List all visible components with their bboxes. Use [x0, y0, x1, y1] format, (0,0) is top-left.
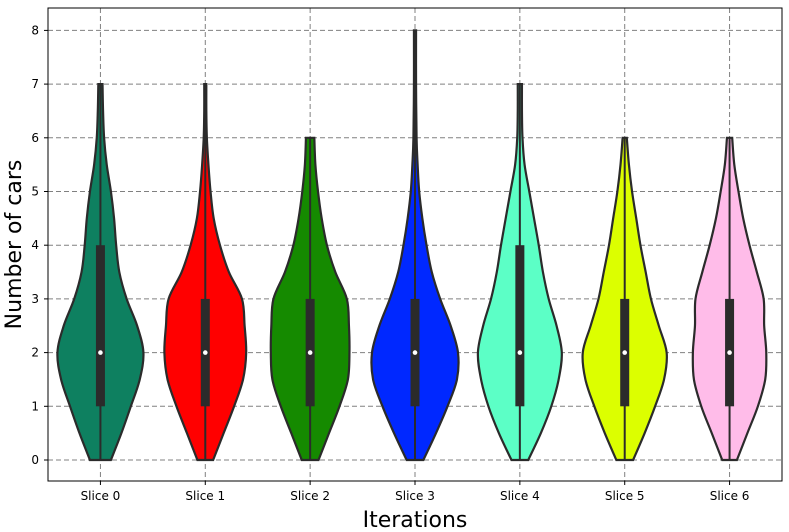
- violin-iqr-box-0: [95, 245, 105, 407]
- y-tick-label-5: 5: [31, 185, 39, 199]
- y-tick-label-6: 6: [31, 131, 39, 145]
- x-tick-label-3: Slice 3: [395, 489, 435, 503]
- x-tick-label-6: Slice 6: [710, 489, 750, 503]
- violins: [56, 29, 768, 462]
- violin-3: [370, 29, 460, 462]
- x-axis-ticks: Slice 0 Slice 1 Slice 2 Slice 3 Slice 4 Slice…: [81, 481, 750, 503]
- violin-median-6: [727, 350, 732, 355]
- y-tick-label-2: 2: [31, 346, 39, 360]
- x-tick-label-5: Slice 5: [605, 489, 645, 503]
- violin-median-5: [622, 350, 628, 355]
- y-tick-label-7: 7: [31, 77, 39, 91]
- violin-median-0: [98, 350, 103, 355]
- y-tick-label-8: 8: [31, 23, 39, 37]
- x-tick-label-1: Slice 1: [185, 489, 225, 503]
- y-tick-label-0: 0: [31, 453, 39, 467]
- violin-4: [476, 83, 563, 462]
- violin-5: [581, 136, 668, 462]
- x-axis-title: Iterations: [363, 508, 468, 532]
- y-tick-label-1: 1: [31, 399, 39, 413]
- x-tick-label-0: Slice 0: [81, 489, 121, 503]
- violin-median-1: [202, 350, 208, 355]
- y-tick-label-4: 4: [31, 238, 39, 252]
- violin-median-4: [517, 350, 523, 355]
- violin-6: [691, 136, 768, 462]
- x-tick-label-2: Slice 2: [290, 489, 330, 503]
- violin-2: [269, 136, 351, 462]
- y-axis-ticks: 0 1 2 3 4 5 6 7 8: [31, 23, 48, 467]
- violin-median-3: [412, 350, 418, 355]
- x-tick-label-4: Slice 4: [500, 489, 540, 503]
- violin-iqr-box-4: [515, 245, 525, 407]
- y-tick-label-3: 3: [31, 292, 39, 306]
- violin-0: [56, 83, 145, 462]
- violin-1: [163, 83, 248, 462]
- y-axis-title: Number of cars: [2, 160, 27, 330]
- violin-median-2: [307, 350, 313, 355]
